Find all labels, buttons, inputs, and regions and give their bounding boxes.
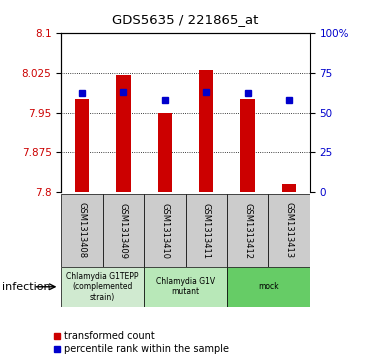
Bar: [61, 267, 144, 307]
Text: GSM1313409: GSM1313409: [119, 203, 128, 258]
Bar: [240, 99, 255, 192]
Bar: [144, 194, 186, 267]
Bar: [103, 194, 144, 267]
Text: GSM1313413: GSM1313413: [285, 203, 293, 258]
Bar: [158, 113, 172, 192]
Bar: [227, 194, 268, 267]
Text: GSM1313411: GSM1313411: [202, 203, 211, 258]
Text: GSM1313412: GSM1313412: [243, 203, 252, 258]
Bar: [199, 70, 213, 192]
Bar: [268, 194, 310, 267]
Text: GSM1313410: GSM1313410: [160, 203, 169, 258]
Bar: [75, 99, 89, 192]
Bar: [282, 184, 296, 192]
Bar: [61, 194, 103, 267]
Bar: [116, 75, 131, 192]
Bar: [227, 267, 310, 307]
Bar: [144, 267, 227, 307]
Text: mock: mock: [258, 282, 279, 291]
Bar: [186, 194, 227, 267]
Text: infection: infection: [2, 282, 50, 292]
Text: Chlamydia G1V
mutant: Chlamydia G1V mutant: [156, 277, 215, 297]
Legend: transformed count, percentile rank within the sample: transformed count, percentile rank withi…: [49, 327, 233, 358]
Text: GSM1313408: GSM1313408: [78, 203, 86, 258]
Text: GDS5635 / 221865_at: GDS5635 / 221865_at: [112, 13, 259, 26]
Text: Chlamydia G1TEPP
(complemented
strain): Chlamydia G1TEPP (complemented strain): [66, 272, 139, 302]
